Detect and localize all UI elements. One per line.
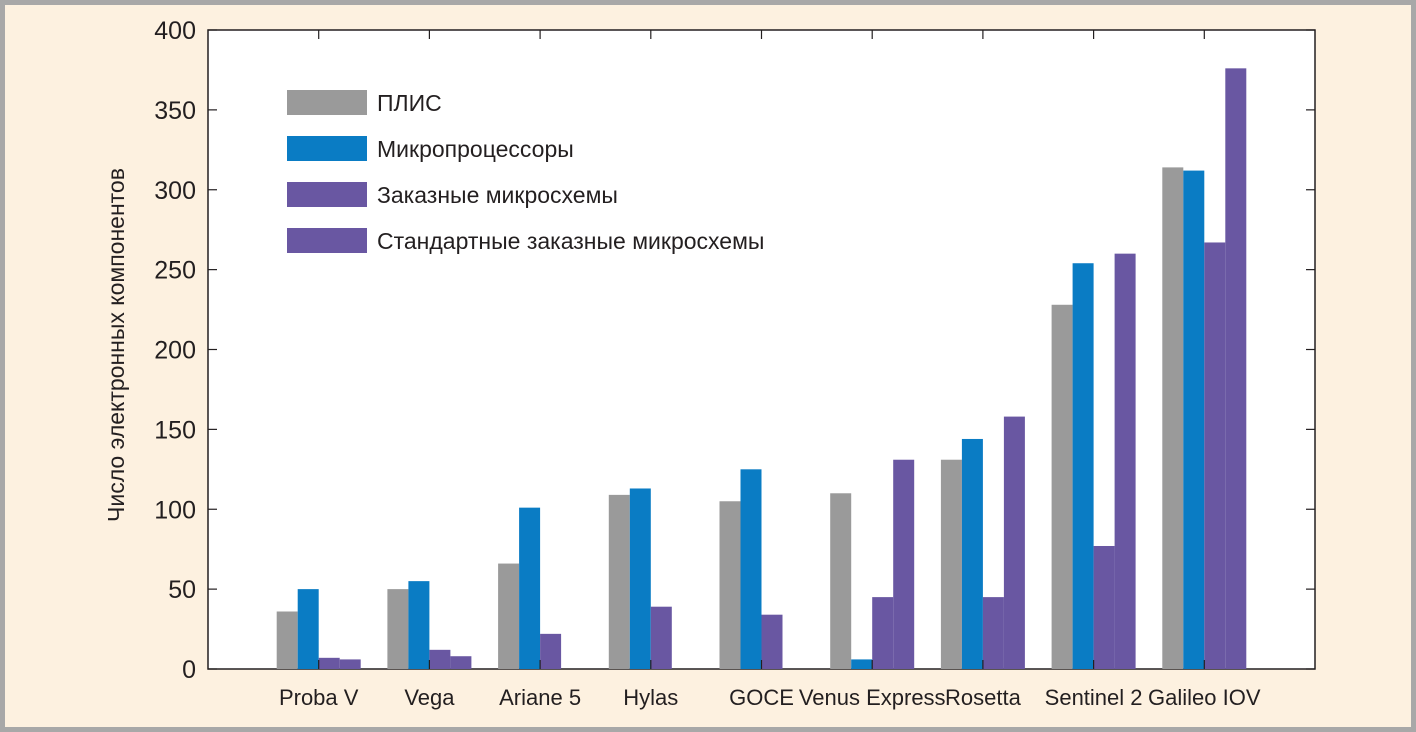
bar-galileo-iov-series-2 — [1183, 170, 1205, 669]
x-category-label: Galileo IOV — [1148, 685, 1261, 710]
legend-swatch — [287, 136, 367, 161]
bar-galileo-iov-series-4 — [1225, 68, 1247, 670]
bar-proba-v-series-1 — [276, 611, 298, 669]
bar-goce-series-2 — [740, 469, 762, 669]
legend-label: Стандартные заказные микросхемы — [377, 228, 764, 254]
bar-proba-v-series-4 — [339, 659, 361, 669]
bar-sentinel-2-series-1 — [1051, 304, 1073, 669]
x-category-label: GOCE — [729, 685, 794, 710]
y-tick-label: 300 — [154, 177, 196, 205]
x-category-label: Hylas — [623, 685, 678, 710]
bar-proba-v-series-3 — [318, 657, 340, 669]
bar-vega-series-3 — [429, 649, 451, 669]
legend-swatch — [287, 228, 367, 253]
bar-ariane-5-series-3 — [540, 633, 562, 669]
y-tick-label: 400 — [154, 17, 196, 45]
legend-swatch — [287, 182, 367, 207]
bar-rosetta-series-2 — [961, 438, 983, 669]
bar-venus-express-series-2 — [851, 659, 873, 669]
legend-label: Микропроцессоры — [377, 136, 574, 162]
bar-vega-series-1 — [387, 589, 409, 669]
bar-rosetta-series-3 — [982, 597, 1004, 669]
x-category-label: Rosetta — [945, 685, 1022, 710]
bar-ariane-5-series-1 — [498, 563, 520, 669]
bar-sentinel-2-series-2 — [1072, 263, 1094, 669]
legend-swatch — [287, 90, 367, 115]
bar-vega-series-4 — [450, 656, 472, 669]
bar-hylas-series-3 — [650, 606, 672, 669]
bar-galileo-iov-series-3 — [1204, 242, 1226, 669]
bar-venus-express-series-4 — [893, 459, 915, 669]
y-tick-label: 250 — [154, 257, 196, 285]
bar-goce-series-3 — [761, 614, 783, 669]
y-axis-label: Число электронных компонентов — [103, 168, 129, 522]
bar-proba-v-series-2 — [297, 589, 319, 669]
bar-vega-series-2 — [408, 581, 430, 669]
y-tick-label: 200 — [154, 337, 196, 365]
bar-galileo-iov-series-1 — [1162, 167, 1184, 669]
y-tick-label: 150 — [154, 416, 196, 444]
bar-rosetta-series-4 — [1003, 416, 1025, 669]
bar-ariane-5-series-2 — [519, 507, 541, 669]
bar-hylas-series-2 — [629, 488, 651, 669]
x-category-label: Ariane 5 — [499, 685, 581, 710]
legend-label: Заказные микросхемы — [377, 182, 618, 208]
bar-sentinel-2-series-4 — [1114, 253, 1136, 669]
x-category-label: Venus Express — [799, 685, 946, 710]
bar-rosetta-series-1 — [940, 459, 962, 669]
y-tick-label: 50 — [168, 576, 196, 604]
y-tick-label: 350 — [154, 97, 196, 125]
bar-hylas-series-1 — [608, 494, 630, 669]
bar-venus-express-series-1 — [830, 493, 852, 669]
bar-sentinel-2-series-3 — [1093, 545, 1115, 669]
x-category-label: Vega — [404, 685, 455, 710]
x-category-label: Proba V — [279, 685, 359, 710]
bar-goce-series-1 — [719, 501, 741, 669]
bar-venus-express-series-3 — [872, 597, 894, 669]
legend-label: ПЛИС — [377, 90, 442, 116]
y-tick-label: 0 — [182, 656, 196, 684]
y-tick-label: 100 — [154, 496, 196, 524]
x-category-label: Sentinel 2 — [1045, 685, 1143, 710]
